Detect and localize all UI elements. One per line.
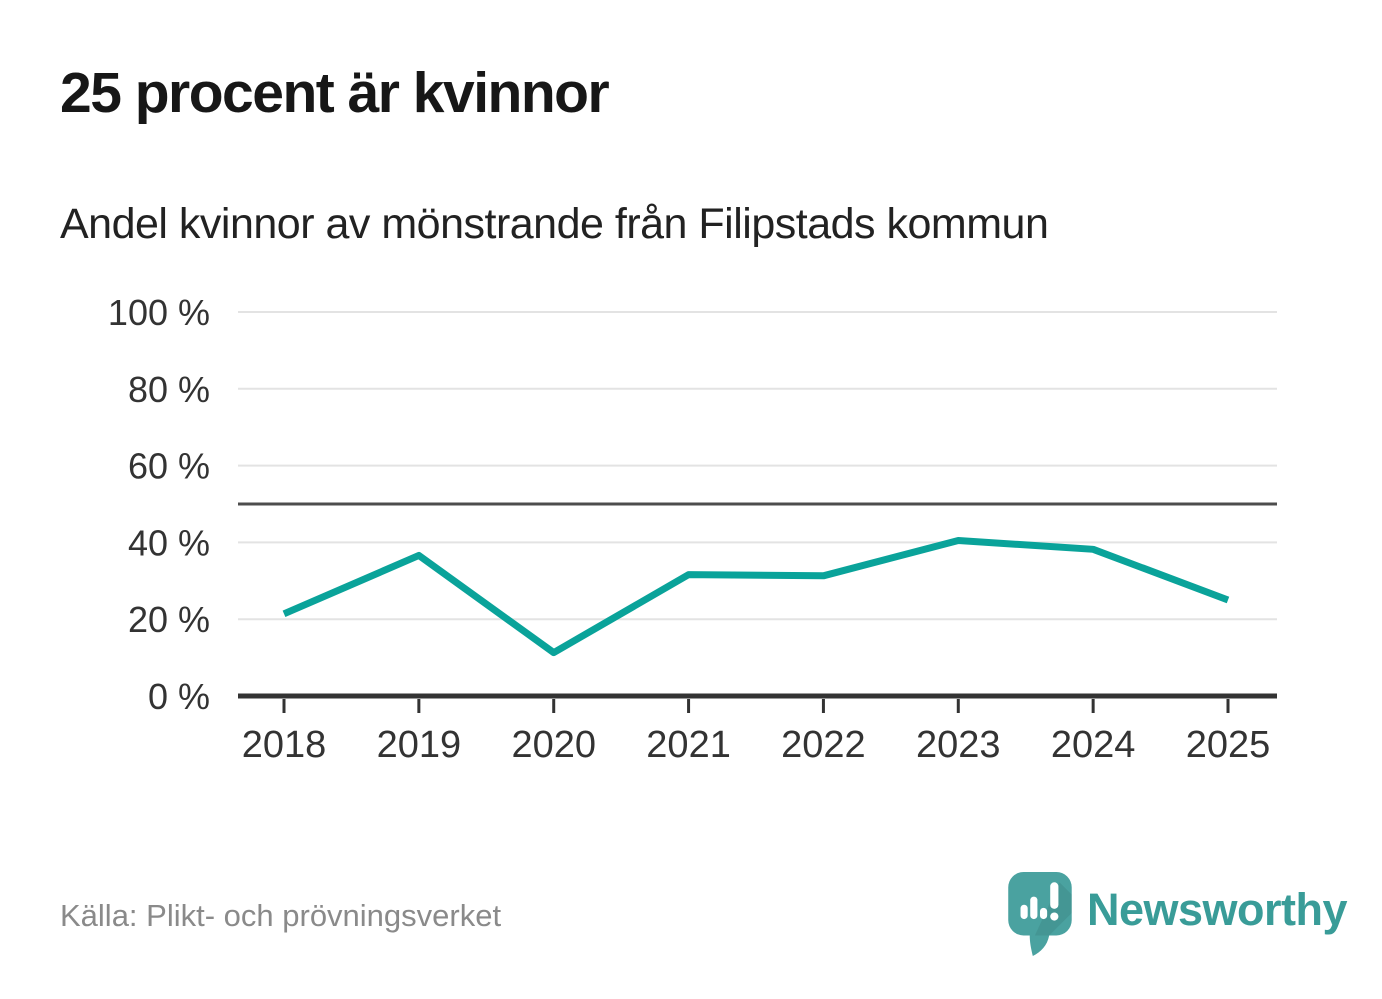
logo-bar [1039,907,1048,920]
x-tick-label: 2025 [1186,724,1271,766]
y-tick-label: 20 % [128,599,210,640]
logo-bar [1020,904,1028,920]
source-caption: Källa: Plikt- och prövningsverket [60,898,502,933]
x-tick-label: 2024 [1051,724,1136,766]
newsworthy-logo-icon [1008,872,1072,956]
y-tick-label: 0 % [148,676,210,717]
logo-exclamation-dot [1050,912,1059,921]
data-line [282,536,1230,657]
x-tick-label: 2022 [781,724,866,766]
newsworthy-wordmark: Newsworthy [1087,884,1348,935]
x-tick-label: 2023 [916,724,1001,766]
y-tick-label: 80 % [128,369,210,410]
y-tick-label: 60 % [128,446,210,487]
y-tick-label: 40 % [128,522,210,563]
logo-bar [1030,896,1038,920]
chart-subtitle: Andel kvinnor av mönstrande från Filipst… [60,200,1049,248]
x-tick-label: 2021 [646,724,731,766]
logo-exclamation [1050,882,1059,909]
x-tick-label: 2019 [377,724,462,766]
newsworthy-brand: Newsworthy [1008,872,1348,958]
x-tick-label: 2020 [511,724,596,766]
page-title: 25 procent är kvinnor [60,61,610,125]
x-tick-label: 2018 [242,724,327,766]
y-tick-label: 100 % [108,292,210,333]
line-chart: 0 % 20 % 40 % 60 % 80 % 100 % 2018 2019 2020 2021… [108,292,1277,766]
